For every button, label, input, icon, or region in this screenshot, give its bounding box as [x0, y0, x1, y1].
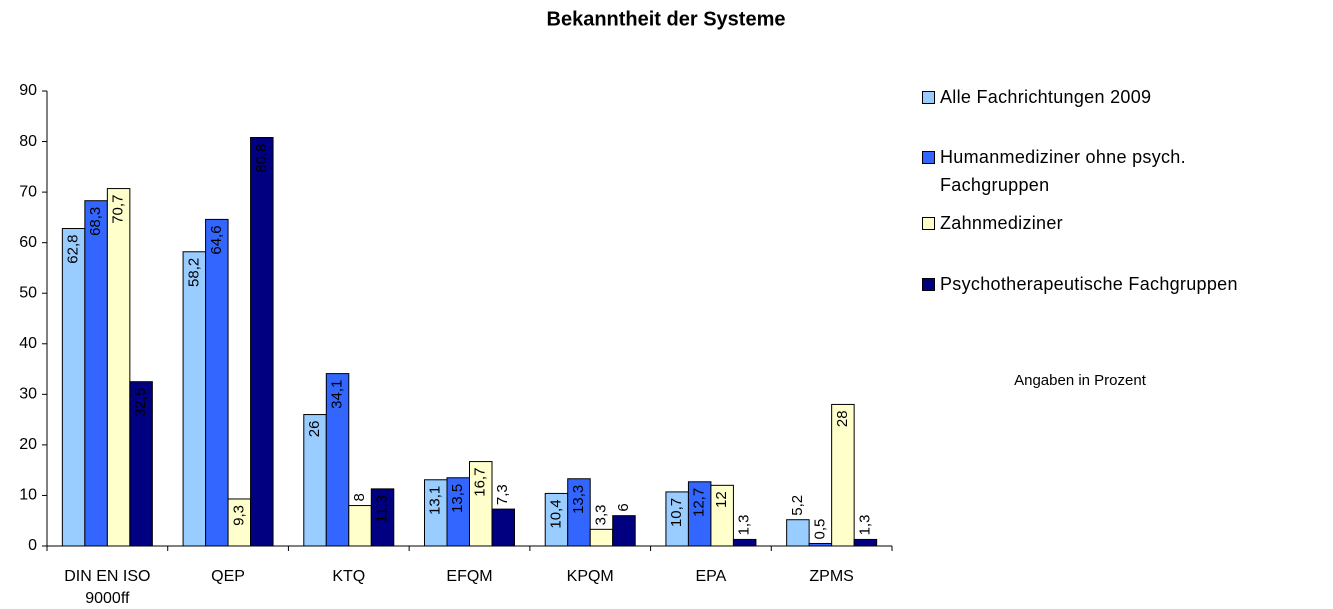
value-label: 10,7 — [668, 498, 685, 527]
value-label: 5,2 — [789, 495, 806, 516]
bar — [106, 188, 131, 547]
bar — [612, 515, 636, 547]
x-tick-label: ZPMS — [809, 568, 854, 585]
value-label: 10,4 — [547, 499, 564, 528]
x-tick-label: EFQM — [446, 568, 493, 585]
x-tick-label: KPQM — [566, 568, 614, 585]
legend-swatch — [922, 151, 935, 164]
value-label: 9,3 — [230, 505, 247, 526]
value-label: 12 — [713, 491, 730, 508]
y-tick-label: 50 — [19, 284, 37, 301]
bar — [325, 373, 350, 547]
value-label: 1,3 — [736, 515, 753, 536]
value-label: 70,7 — [110, 195, 127, 224]
value-label: 1,3 — [856, 515, 873, 536]
legend-swatch — [922, 278, 935, 291]
value-label: 3,3 — [592, 504, 609, 525]
value-label: 6 — [615, 503, 632, 511]
value-label: 64,6 — [208, 225, 225, 254]
legend-swatch — [922, 217, 935, 230]
bar — [710, 484, 734, 547]
bar — [808, 542, 833, 547]
x-tick-label: KTQ — [332, 568, 366, 585]
y-tick-label: 30 — [19, 386, 37, 403]
value-label: 8 — [351, 493, 368, 501]
y-tick-label: 20 — [19, 436, 37, 453]
bar — [129, 381, 153, 547]
bar — [732, 538, 757, 547]
value-label: 13,5 — [449, 484, 466, 513]
bar — [469, 461, 493, 547]
value-label: 16,7 — [472, 468, 489, 497]
value-label: 80,8 — [253, 144, 270, 173]
x-tick-label: EPA — [695, 568, 727, 585]
y-tick-label: 10 — [19, 487, 37, 504]
y-tick-label: 40 — [19, 335, 37, 352]
value-label: 0,5 — [811, 519, 828, 540]
y-tick-label: 60 — [19, 234, 37, 251]
value-label: 68,3 — [87, 207, 104, 236]
bar — [853, 538, 878, 547]
value-label: 13,1 — [427, 486, 444, 515]
x-tick-label: QEP — [211, 568, 245, 585]
value-label: 58,2 — [185, 258, 202, 287]
legend-label: Humanmediziner ohne psych. Fachgruppen — [940, 147, 1186, 195]
y-tick-label: 0 — [28, 537, 37, 554]
value-label: 13,3 — [570, 485, 587, 514]
bar — [348, 505, 372, 547]
bar — [61, 228, 86, 547]
value-label: 32,5 — [132, 388, 149, 417]
chart-title: Bekanntheit der Systeme — [547, 8, 786, 30]
legend-label: Psychotherapeutische Fachgruppen — [940, 274, 1238, 294]
bar — [589, 528, 614, 547]
bar — [205, 218, 229, 547]
bar — [786, 519, 810, 547]
x-tick-label: DIN EN ISO 9000ff — [64, 568, 151, 607]
value-label: 26 — [306, 421, 323, 438]
y-tick-label: 70 — [19, 183, 37, 200]
bar — [491, 508, 515, 547]
bar — [250, 137, 274, 547]
value-label: 7,3 — [494, 484, 511, 505]
value-label: 11,3 — [374, 495, 391, 523]
value-label: 12,7 — [691, 488, 708, 517]
value-label: 62,8 — [65, 235, 82, 264]
value-label: 28 — [834, 410, 851, 427]
legend-label: Alle Fachrichtungen 2009 — [940, 87, 1152, 107]
bar — [182, 251, 207, 547]
annotation: Angaben in Prozent — [1014, 372, 1147, 389]
bar — [370, 488, 395, 547]
bar — [831, 403, 855, 547]
legend-label: Zahnmediziner — [940, 213, 1063, 233]
value-label: 34,1 — [329, 380, 346, 409]
y-tick-label: 90 — [19, 82, 37, 99]
y-tick-label: 80 — [19, 133, 37, 150]
bar — [567, 478, 591, 547]
bar — [84, 200, 108, 547]
legend-swatch — [922, 91, 935, 104]
